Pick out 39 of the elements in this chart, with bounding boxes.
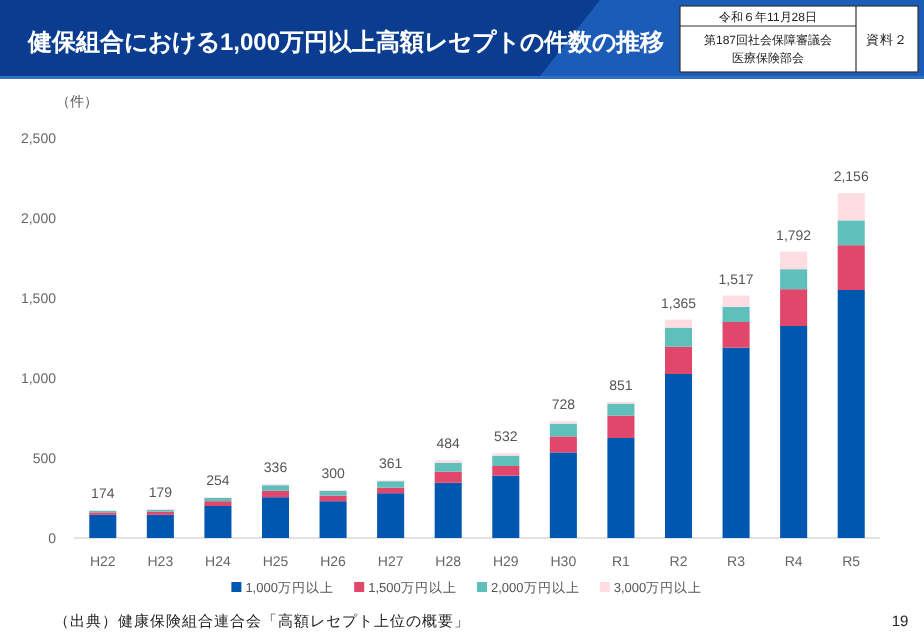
bar bbox=[549, 436, 577, 453]
bar bbox=[261, 485, 290, 491]
bar bbox=[261, 490, 290, 498]
bar bbox=[837, 193, 865, 221]
bar bbox=[319, 490, 347, 496]
bar bbox=[837, 290, 865, 538]
bar bbox=[319, 501, 347, 538]
bar bbox=[492, 455, 520, 466]
bar bbox=[780, 326, 808, 538]
bar bbox=[549, 423, 577, 437]
bar bbox=[722, 347, 750, 538]
bar bbox=[204, 506, 232, 538]
bar bbox=[607, 403, 635, 416]
bar bbox=[780, 269, 808, 290]
bar bbox=[607, 438, 635, 538]
bar bbox=[664, 374, 693, 538]
bar bbox=[377, 493, 405, 538]
chart-title: 健保組合における1,000万円以上高額レセプトの件数の推移 bbox=[26, 28, 665, 56]
bar bbox=[780, 289, 808, 326]
bar bbox=[434, 462, 462, 472]
bar bbox=[607, 415, 635, 438]
bar bbox=[377, 481, 405, 488]
bar bbox=[722, 295, 750, 307]
bar bbox=[722, 322, 750, 348]
bar bbox=[837, 245, 865, 290]
bar bbox=[146, 514, 174, 538]
bar bbox=[492, 475, 520, 538]
bar bbox=[837, 220, 865, 246]
bar bbox=[664, 319, 693, 328]
bar bbox=[492, 466, 520, 476]
bar bbox=[664, 327, 693, 347]
bar bbox=[434, 471, 462, 483]
bar bbox=[780, 251, 808, 270]
bar bbox=[664, 346, 693, 374]
bar bbox=[261, 497, 290, 538]
bar bbox=[89, 514, 117, 538]
bar bbox=[549, 452, 577, 538]
bar bbox=[722, 306, 750, 322]
bar bbox=[434, 482, 462, 538]
